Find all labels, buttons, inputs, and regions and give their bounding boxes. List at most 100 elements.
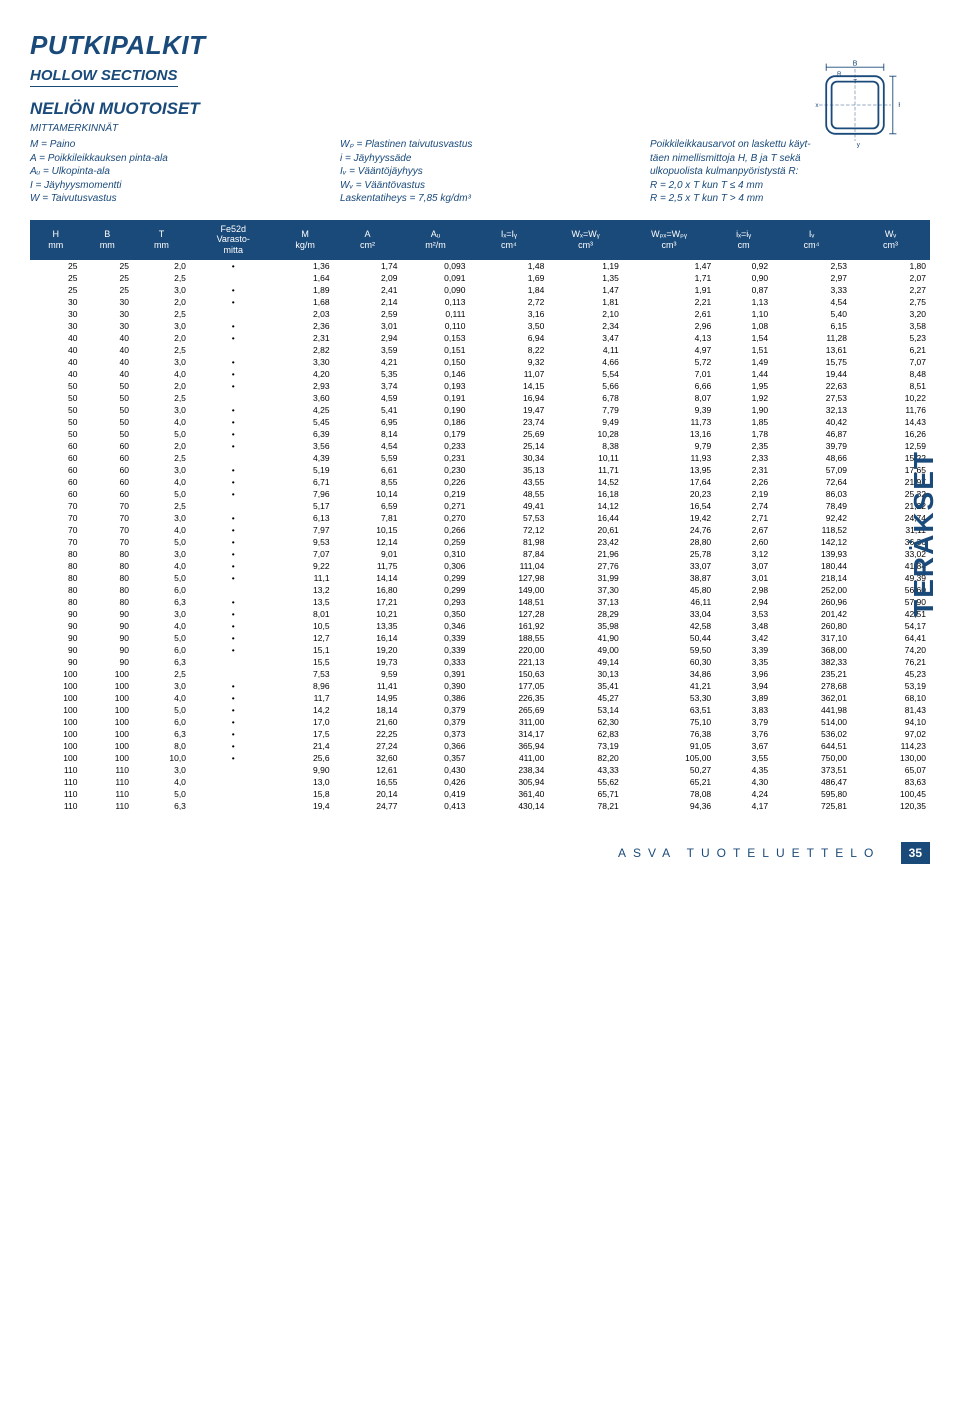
- table-cell: 0,346: [402, 620, 470, 632]
- table-cell: 19,4: [277, 800, 334, 812]
- table-cell: •: [190, 416, 277, 428]
- col-header: Aᵤm²/m: [402, 220, 470, 260]
- table-cell: •: [190, 752, 277, 764]
- table-cell: 4,0: [133, 368, 190, 380]
- table-cell: 17,5: [277, 728, 334, 740]
- table-cell: 63,51: [623, 704, 715, 716]
- table-row: 25253,0•1,892,410,0901,841,471,910,873,3…: [30, 284, 930, 296]
- table-cell: 0,379: [402, 716, 470, 728]
- table-cell: 11,71: [548, 464, 622, 476]
- table-cell: 7,53: [277, 668, 334, 680]
- table-cell: 188,55: [469, 632, 548, 644]
- table-cell: 35,41: [548, 680, 622, 692]
- table-cell: 6,66: [623, 380, 715, 392]
- table-cell: 78,08: [623, 788, 715, 800]
- table-cell: 4,59: [334, 392, 402, 404]
- table-cell: 3,30: [277, 356, 334, 368]
- table-cell: 536,02: [772, 728, 851, 740]
- table-row: 40402,0•2,312,940,1536,943,474,131,5411,…: [30, 332, 930, 344]
- table-cell: 19,42: [623, 512, 715, 524]
- table-row: 80806,013,216,800,299149,0037,3045,802,9…: [30, 584, 930, 596]
- table-cell: 3,0: [133, 548, 190, 560]
- table-cell: 150,63: [469, 668, 548, 680]
- table-cell: 8,51: [851, 380, 930, 392]
- table-cell: 60: [30, 452, 81, 464]
- table-cell: [190, 668, 277, 680]
- table-cell: 13,2: [277, 584, 334, 596]
- table-cell: 305,94: [469, 776, 548, 788]
- page-number: 35: [901, 842, 930, 864]
- table-cell: 3,39: [715, 644, 772, 656]
- table-cell: 3,20: [851, 308, 930, 320]
- table-cell: 3,12: [715, 548, 772, 560]
- table-cell: 221,13: [469, 656, 548, 668]
- table-cell: 1,90: [715, 404, 772, 416]
- table-cell: 4,0: [133, 524, 190, 536]
- table-cell: 12,14: [334, 536, 402, 548]
- table-row: 60602,0•3,564,540,23325,148,389,792,3539…: [30, 440, 930, 452]
- table-cell: 0,430: [402, 764, 470, 776]
- table-cell: 80: [81, 548, 132, 560]
- table-cell: 4,25: [277, 404, 334, 416]
- table-cell: 111,04: [469, 560, 548, 572]
- table-cell: 0,391: [402, 668, 470, 680]
- table-cell: 40: [81, 356, 132, 368]
- table-cell: 43,33: [548, 764, 622, 776]
- table-cell: 1,51: [715, 344, 772, 356]
- table-cell: 220,00: [469, 644, 548, 656]
- col-header: Wₚₓ=Wₚᵧcm³: [623, 220, 715, 260]
- table-row: 1001003,0•8,9611,410,390177,0535,4141,21…: [30, 680, 930, 692]
- table-cell: 3,0: [133, 608, 190, 620]
- table-row: 70704,0•7,9710,150,26672,1220,6124,762,6…: [30, 524, 930, 536]
- table-cell: 40: [81, 344, 132, 356]
- table-cell: 0,373: [402, 728, 470, 740]
- table-cell: 48,55: [469, 488, 548, 500]
- table-cell: 4,66: [548, 356, 622, 368]
- definitions-block: M = PainoA = Poikkileikkauksen pinta-ala…: [30, 138, 930, 206]
- table-cell: 5,40: [772, 308, 851, 320]
- table-cell: 180,44: [772, 560, 851, 572]
- table-cell: •: [190, 368, 277, 380]
- table-row: 30302,0•1,682,140,1132,721,812,211,134,5…: [30, 296, 930, 308]
- table-cell: 142,12: [772, 536, 851, 548]
- table-cell: 3,55: [715, 752, 772, 764]
- table-cell: •: [190, 488, 277, 500]
- table-cell: 4,20: [277, 368, 334, 380]
- col-header: Mkg/m: [277, 220, 334, 260]
- table-cell: 6,0: [133, 584, 190, 596]
- table-cell: 35,13: [469, 464, 548, 476]
- table-cell: 80: [81, 584, 132, 596]
- table-cell: 10,5: [277, 620, 334, 632]
- table-cell: 0,339: [402, 644, 470, 656]
- table-cell: 7,79: [548, 404, 622, 416]
- table-cell: 5,59: [334, 452, 402, 464]
- table-cell: 5,0: [133, 428, 190, 440]
- table-cell: 30: [81, 308, 132, 320]
- table-cell: 218,14: [772, 572, 851, 584]
- table-cell: 0,151: [402, 344, 470, 356]
- table-cell: 7,97: [277, 524, 334, 536]
- table-cell: 441,98: [772, 704, 851, 716]
- table-cell: 70: [30, 512, 81, 524]
- table-cell: 362,01: [772, 692, 851, 704]
- table-cell: 14,14: [334, 572, 402, 584]
- def-line: R = 2,0 x T kun T ≤ 4 mm: [650, 179, 930, 193]
- table-cell: 87,84: [469, 548, 548, 560]
- table-cell: 3,42: [715, 632, 772, 644]
- table-cell: 100: [81, 716, 132, 728]
- table-cell: 40,42: [772, 416, 851, 428]
- table-cell: 1,13: [715, 296, 772, 308]
- table-cell: 23,42: [548, 536, 622, 548]
- table-cell: 7,01: [623, 368, 715, 380]
- table-cell: 15,5: [277, 656, 334, 668]
- table-cell: 14,12: [548, 500, 622, 512]
- table-cell: •: [190, 332, 277, 344]
- table-cell: 3,79: [715, 716, 772, 728]
- table-cell: 1,85: [715, 416, 772, 428]
- table-cell: 90: [81, 656, 132, 668]
- table-cell: 100: [81, 668, 132, 680]
- table-cell: 30: [30, 308, 81, 320]
- table-cell: 110: [30, 800, 81, 812]
- table-cell: 110: [81, 788, 132, 800]
- section-properties-table: HmmBmmTmmFe52dVarasto-mittaMkg/mAcm²Aᵤm²…: [30, 220, 930, 812]
